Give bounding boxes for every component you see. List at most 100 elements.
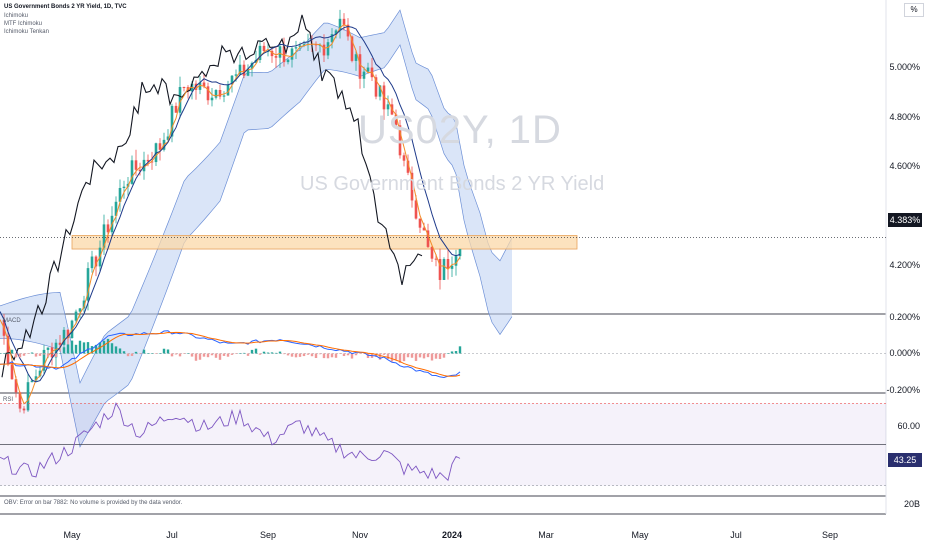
candle-body: [158, 143, 162, 150]
macd-histogram-bar: [378, 353, 382, 360]
macd-histogram-bar: [310, 353, 314, 357]
candle-body: [34, 376, 38, 381]
candle-body: [334, 30, 338, 35]
macd-histogram-bar: [174, 353, 178, 355]
candle-body: [394, 114, 398, 126]
candle-body: [50, 347, 54, 358]
macd-histogram-bar: [258, 353, 262, 355]
macd-histogram-bar: [190, 353, 194, 357]
macd-histogram-bar: [418, 353, 422, 358]
candle-body: [450, 265, 454, 269]
macd-histogram-bar: [50, 353, 54, 354]
candle-body: [362, 71, 366, 79]
macd-histogram-bar: [62, 347, 66, 354]
macd-histogram-bar: [318, 353, 322, 355]
macd-histogram-bar: [66, 344, 70, 354]
macd-histogram-bar: [26, 353, 30, 354]
rsi-title[interactable]: RSI: [3, 397, 14, 403]
candle-body: [138, 169, 142, 172]
macd-histogram-bar: [82, 342, 86, 354]
macd-histogram-bar: [122, 351, 126, 354]
indicator-ichimoku[interactable]: Ichimoku: [4, 13, 29, 19]
rsi-tick-60: 60.00: [897, 421, 920, 431]
candle-body: [246, 68, 250, 76]
macd-histogram-bar: [22, 353, 26, 356]
macd-histogram-bar: [266, 352, 270, 354]
symbol-watermark: US02Y, 1D: [358, 108, 562, 152]
tenkan-line: [0, 24, 461, 405]
x-label-may-2: May: [631, 530, 649, 540]
candle-body: [146, 159, 150, 162]
candle-body: [226, 84, 230, 96]
candle-body: [442, 259, 446, 280]
candle-body: [170, 105, 174, 137]
candle-body: [290, 48, 294, 60]
macd-histogram-bar: [114, 346, 118, 354]
macd-histogram-bar: [278, 351, 282, 354]
chart-title: US Government Bonds 2 YR Yield, 1D, TVC: [4, 4, 127, 10]
macd-histogram-bar: [214, 353, 218, 358]
x-label-mar: Mar: [538, 530, 554, 540]
macd-histogram-bar: [42, 353, 46, 355]
x-label-jul-2: Jul: [730, 530, 742, 540]
macd-histogram-bar: [14, 353, 18, 358]
macd-histogram-bar: [34, 353, 38, 357]
candle-body: [202, 82, 206, 87]
indicator-mtf-ichimoku[interactable]: MTF Ichimoku: [4, 21, 43, 27]
macd-histogram-bar: [438, 353, 442, 360]
candle-body: [58, 342, 62, 345]
macd-histogram-bar: [118, 348, 122, 354]
x-label-sep: Sep: [259, 530, 277, 540]
macd-histogram-bar: [110, 343, 114, 354]
macd-histogram-bar: [178, 353, 182, 357]
macd-histogram-bar: [102, 340, 106, 354]
unit-toggle[interactable]: %: [904, 3, 924, 17]
macd-histogram-bar: [10, 349, 14, 354]
macd-histogram-bar: [346, 353, 350, 356]
price-tick-4600: 4.600%: [889, 161, 920, 171]
price-tick-4200: 4.200%: [889, 260, 920, 270]
candle-body: [326, 42, 330, 56]
macd-histogram-bar: [458, 346, 462, 354]
macd-histogram-bar: [254, 348, 258, 354]
macd-histogram-bar: [294, 353, 298, 358]
candle-body: [374, 77, 378, 97]
macd-histogram-bar: [234, 353, 238, 354]
candle-body: [102, 224, 106, 248]
candle-body: [222, 95, 226, 97]
candle-body: [22, 408, 26, 411]
candle-body: [262, 45, 266, 52]
macd-histogram-bar: [38, 353, 42, 356]
candle-body: [238, 64, 242, 75]
macd-histogram-bar: [210, 353, 214, 356]
price-tick-4800: 4.800%: [889, 112, 920, 122]
candle-body: [454, 256, 458, 266]
macd-histogram-bar: [70, 340, 74, 354]
macd-histogram-bar: [138, 353, 142, 354]
macd-histogram-bar: [250, 349, 254, 354]
macd-histogram-bar: [262, 351, 266, 354]
macd-histogram-bar: [206, 353, 210, 358]
macd-histogram-bar: [170, 353, 174, 357]
macd-histogram-bar: [326, 353, 330, 359]
candle-body: [434, 258, 438, 260]
macd-histogram-bar: [222, 353, 226, 356]
macd-title[interactable]: MACD: [3, 318, 21, 324]
indicator-ichimoku-tenkan[interactable]: Ichimoku Tenkan: [4, 29, 49, 35]
x-label-nov: Nov: [351, 530, 369, 540]
candle-body: [302, 44, 306, 46]
macd-signal-line: [0, 331, 461, 377]
candle-body: [294, 47, 298, 49]
obv-error-note: OBV: Error on bar 7882: No volume is pro…: [4, 500, 183, 506]
candle-body: [90, 256, 94, 269]
candle-body: [398, 125, 402, 156]
macd-histogram-bar: [0, 353, 2, 354]
candle-body: [130, 160, 134, 184]
candle-body: [230, 75, 234, 85]
macd-histogram-bar: [106, 338, 110, 354]
candle-body: [314, 44, 318, 46]
candle-body: [354, 54, 358, 61]
macd-tick-neg: -0.200%: [886, 385, 920, 395]
cloud-span-a: [0, 9, 513, 384]
